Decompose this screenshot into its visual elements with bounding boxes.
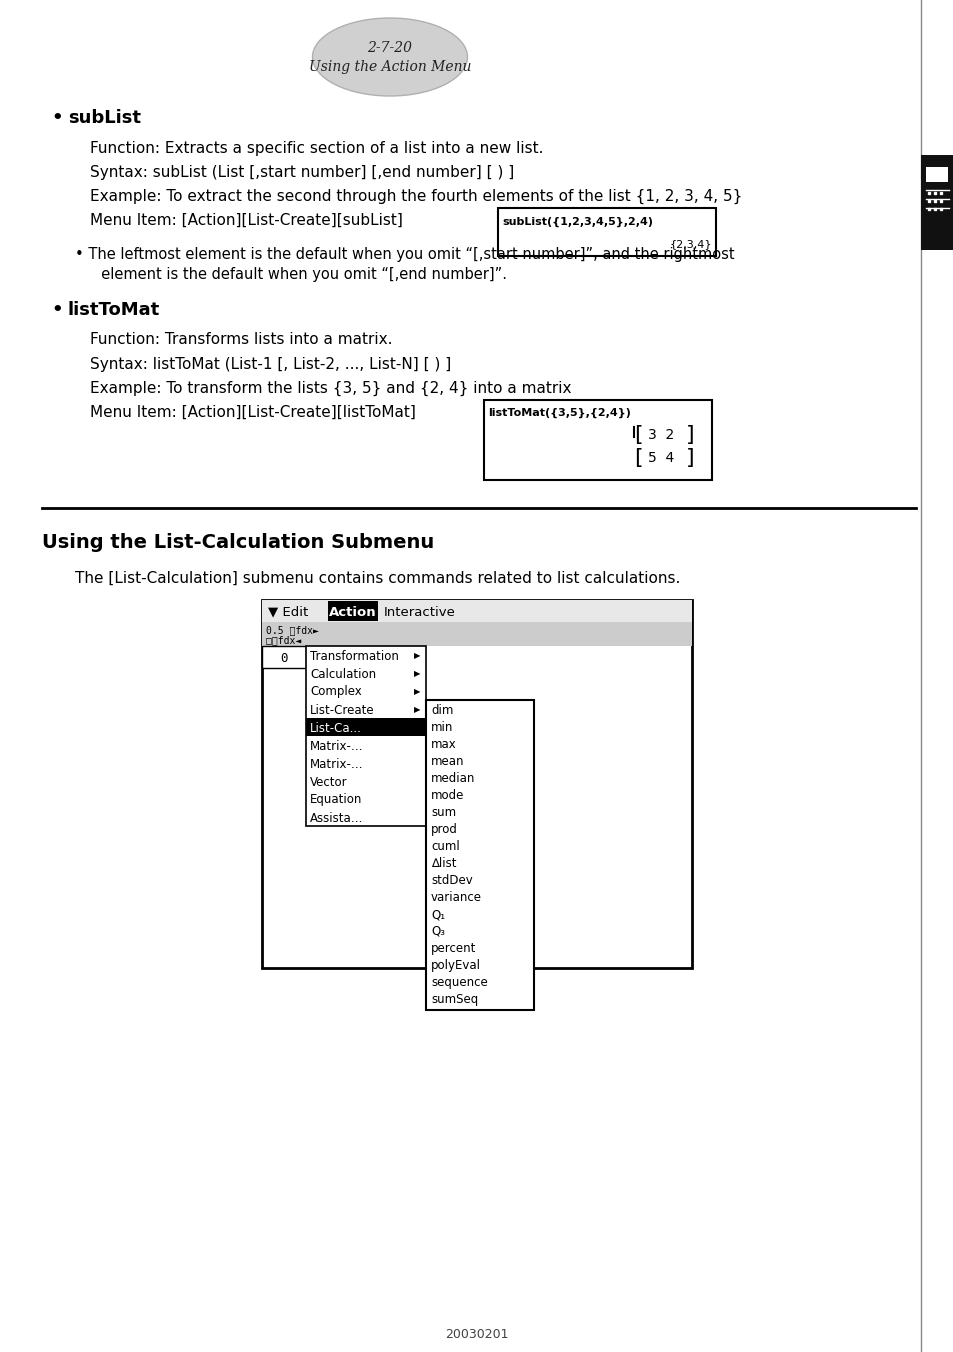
Text: mean: mean — [431, 754, 464, 768]
Text: stdDev: stdDev — [431, 873, 473, 887]
Text: [: [ — [634, 425, 642, 445]
Bar — [328, 602, 377, 621]
Text: Vector: Vector — [310, 776, 347, 788]
Bar — [262, 646, 306, 668]
Text: Transformation: Transformation — [310, 649, 398, 662]
Text: Using the List-Calculation Submenu: Using the List-Calculation Submenu — [42, 533, 434, 552]
Text: sum: sum — [431, 806, 456, 819]
Text: 20030201: 20030201 — [445, 1329, 508, 1341]
Text: •: • — [52, 301, 70, 319]
Text: Q₃: Q₃ — [431, 925, 444, 938]
Text: • The leftmost element is the default when you omit “[,start number]”, and the r: • The leftmost element is the default wh… — [75, 247, 734, 262]
Text: Function: Transforms lists into a matrix.: Function: Transforms lists into a matrix… — [90, 333, 392, 347]
Bar — [262, 600, 691, 968]
Text: dim: dim — [431, 704, 453, 717]
Text: Matrix-…: Matrix-… — [310, 740, 363, 753]
Text: Function: Extracts a specific section of a list into a new list.: Function: Extracts a specific section of… — [90, 141, 543, 155]
Text: listToMat: listToMat — [68, 301, 160, 319]
Text: Matrix-…: Matrix-… — [310, 757, 363, 771]
Text: Menu Item: [Action][List-Create][subList]: Menu Item: [Action][List-Create][subList… — [90, 212, 402, 227]
Text: List-Ca...: List-Ca... — [310, 722, 361, 734]
Text: Calculation: Calculation — [310, 668, 375, 680]
Text: {2,3,4}: {2,3,4} — [669, 239, 711, 249]
Text: ▶: ▶ — [413, 688, 419, 696]
Text: sequence: sequence — [431, 976, 487, 990]
Text: mode: mode — [431, 790, 464, 802]
Text: prod: prod — [431, 823, 457, 836]
Bar — [483, 400, 711, 480]
Bar — [306, 646, 426, 826]
Text: Assista…: Assista… — [310, 811, 363, 825]
Text: max: max — [431, 738, 456, 750]
Text: ▶: ▶ — [413, 652, 419, 661]
Text: [: [ — [634, 448, 642, 468]
Text: 0.5 ∯fdx►: 0.5 ∯fdx► — [266, 625, 318, 635]
Ellipse shape — [313, 18, 467, 96]
Bar — [306, 646, 426, 826]
Text: □∯fdx◄: □∯fdx◄ — [266, 635, 301, 645]
Text: Using the Action Menu: Using the Action Menu — [309, 59, 471, 74]
Bar — [497, 208, 716, 256]
Text: Syntax: subList (List [,start number] [,end number] [ ) ]: Syntax: subList (List [,start number] [,… — [90, 165, 514, 180]
Text: 2-7-20: 2-7-20 — [367, 41, 412, 55]
Bar — [306, 718, 426, 735]
Bar — [426, 700, 534, 1010]
Text: element is the default when you omit “[,end number]”.: element is the default when you omit “[,… — [91, 268, 506, 283]
Text: Interactive: Interactive — [384, 606, 456, 618]
Text: min: min — [431, 721, 453, 734]
Text: sumSeq: sumSeq — [431, 992, 477, 1006]
Text: median: median — [431, 772, 475, 786]
Text: ▶: ▶ — [413, 669, 419, 679]
Text: The [List-Calculation] submenu contains commands related to list calculations.: The [List-Calculation] submenu contains … — [75, 571, 679, 585]
Text: Syntax: listToMat (List-1 [, List-2, ..., List-N] [ ) ]: Syntax: listToMat (List-1 [, List-2, ...… — [90, 357, 451, 372]
Bar — [262, 622, 691, 646]
Text: List-Create: List-Create — [310, 703, 375, 717]
Text: ∆list: ∆list — [431, 857, 456, 869]
Text: Q₁: Q₁ — [431, 909, 445, 921]
Text: Equation: Equation — [310, 794, 362, 807]
Text: Action: Action — [329, 606, 376, 618]
Text: listToMat({3,5},{2,4}): listToMat({3,5},{2,4}) — [488, 408, 630, 418]
Text: ]: ] — [685, 425, 694, 445]
Bar — [925, 168, 947, 183]
Text: 5  4: 5 4 — [647, 452, 674, 465]
Text: Example: To transform the lists {3, 5} and {2, 4} into a matrix: Example: To transform the lists {3, 5} a… — [90, 380, 571, 396]
Bar — [920, 155, 953, 250]
Text: ▶: ▶ — [413, 706, 419, 714]
Text: polyEval: polyEval — [431, 959, 480, 972]
Text: •: • — [52, 110, 70, 127]
Text: Example: To extract the second through the fourth elements of the list {1, 2, 3,: Example: To extract the second through t… — [90, 188, 741, 204]
Text: cuml: cuml — [431, 840, 459, 853]
Text: Menu Item: [Action][List-Create][listToMat]: Menu Item: [Action][List-Create][listToM… — [90, 404, 416, 419]
Text: ▼ Edit: ▼ Edit — [268, 606, 308, 618]
Text: subList: subList — [68, 110, 141, 127]
Text: percent: percent — [431, 942, 476, 955]
Text: subList({1,2,3,4,5},2,4): subList({1,2,3,4,5},2,4) — [501, 216, 652, 227]
Bar — [262, 600, 691, 622]
Text: Complex: Complex — [310, 685, 361, 699]
Text: ]: ] — [685, 448, 694, 468]
Text: 0: 0 — [280, 652, 288, 664]
Text: variance: variance — [431, 891, 481, 904]
Text: 3  2: 3 2 — [647, 429, 674, 442]
